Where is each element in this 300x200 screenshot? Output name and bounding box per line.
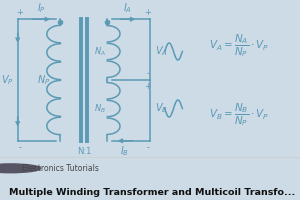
Text: $I_P$: $I_P$ <box>37 2 46 15</box>
Text: -: - <box>146 69 149 78</box>
Text: -: - <box>19 143 22 152</box>
Text: Multiple Winding Transformer and Multicoil Transfo...: Multiple Winding Transformer and Multico… <box>9 188 295 197</box>
Text: +: + <box>144 82 151 91</box>
Text: $N_P$: $N_P$ <box>38 73 51 87</box>
Text: $V_A$: $V_A$ <box>155 45 168 58</box>
Text: -: - <box>146 143 149 152</box>
Text: +: + <box>16 8 23 17</box>
Text: $V_B$: $V_B$ <box>155 102 168 115</box>
Text: N:1: N:1 <box>77 146 91 156</box>
Text: $V_A = \dfrac{N_A}{N_P} \cdot V_P$: $V_A = \dfrac{N_A}{N_P} \cdot V_P$ <box>209 32 269 59</box>
Text: +: + <box>144 8 151 17</box>
Text: Electronics Tutorials: Electronics Tutorials <box>22 164 99 173</box>
Text: $V_P$: $V_P$ <box>1 73 14 87</box>
Text: $V_B = \dfrac{N_B}{N_P} \cdot V_P$: $V_B = \dfrac{N_B}{N_P} \cdot V_P$ <box>209 101 269 128</box>
Text: $I_B$: $I_B$ <box>121 145 130 158</box>
Text: $N_B$: $N_B$ <box>94 102 106 115</box>
Text: $N_A$: $N_A$ <box>94 45 106 58</box>
Circle shape <box>0 164 40 173</box>
Text: $I_A$: $I_A$ <box>123 2 133 15</box>
